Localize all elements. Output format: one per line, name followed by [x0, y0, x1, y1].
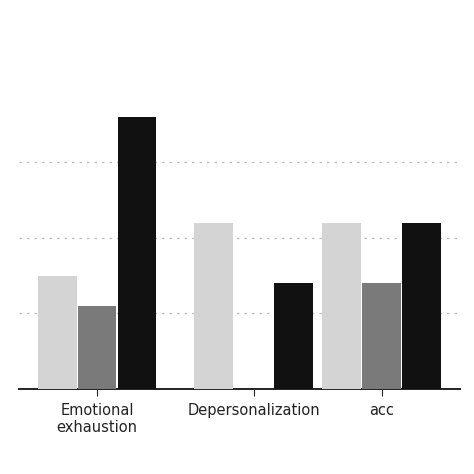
Bar	[194, 223, 233, 389]
Bar	[362, 283, 401, 389]
Bar	[38, 275, 77, 389]
Bar	[322, 223, 361, 389]
Bar	[78, 306, 117, 389]
Bar	[118, 117, 156, 389]
Bar	[274, 283, 313, 389]
Bar	[402, 223, 441, 389]
